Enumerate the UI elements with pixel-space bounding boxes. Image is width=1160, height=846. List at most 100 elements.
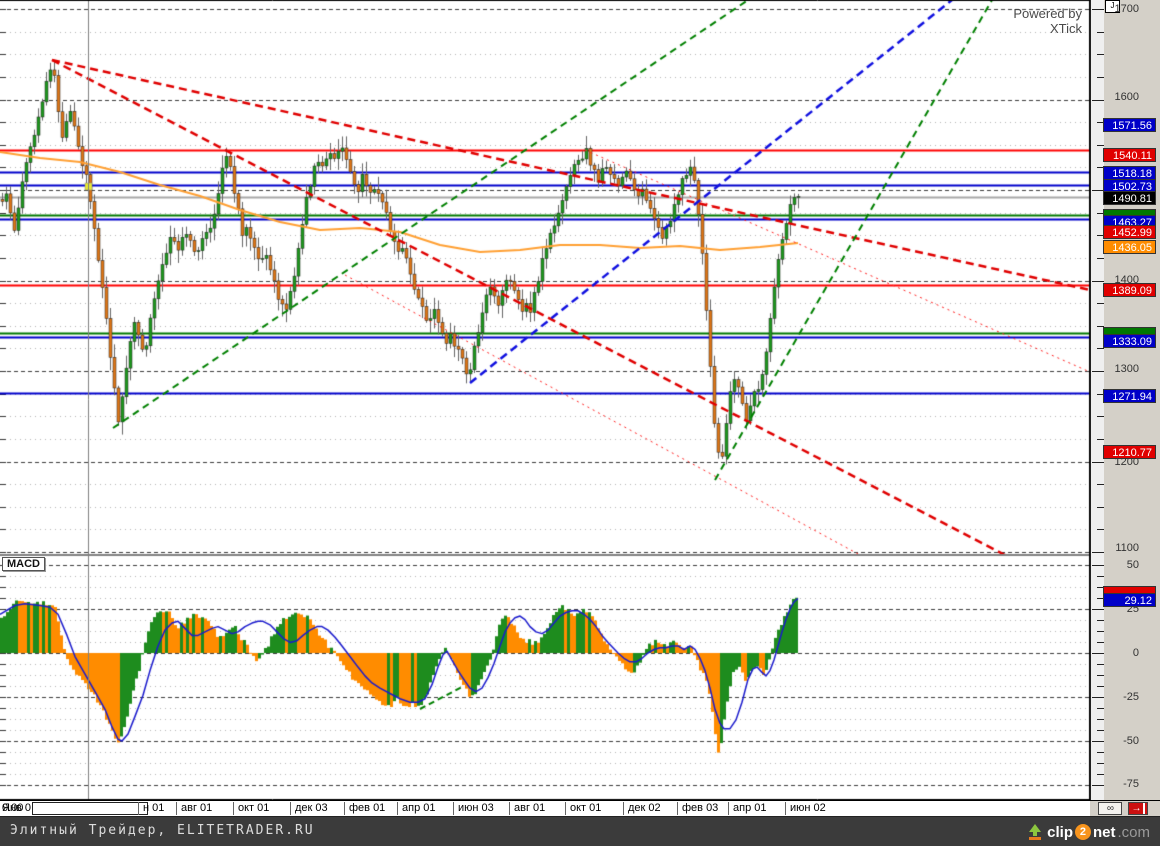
axis-tick-mark	[1097, 54, 1104, 55]
axis-tick-label: 1700	[1114, 3, 1139, 15]
logo-two-icon: 2	[1074, 824, 1091, 840]
status-bar: Элитный Трейдер, ELITETRADER.RU clip 2 n…	[0, 816, 1160, 846]
axis-tick-mark	[1097, 145, 1104, 146]
axis-tick-gutter	[1091, 0, 1104, 800]
axis-tick-mark	[1092, 697, 1104, 698]
axis-tick-mark	[1097, 675, 1104, 676]
axis-tick-mark	[1092, 9, 1104, 10]
axis-tick-mark	[1097, 394, 1104, 395]
axis-tick-label: 1200	[1114, 456, 1139, 468]
price-badge: 1571.56	[1103, 118, 1156, 132]
axis-tick-mark	[1097, 326, 1104, 327]
price-badge: 29.12	[1103, 593, 1156, 607]
time-axis-label: фев 03	[677, 802, 718, 815]
axis-tick-label: 0	[1132, 647, 1139, 659]
axis-tick-mark	[1097, 708, 1104, 709]
axis-tick-label: -50	[1123, 735, 1139, 747]
axis-tick-mark	[1097, 507, 1104, 508]
axis-tick-mark	[1097, 576, 1104, 577]
logo-clip: clip	[1047, 823, 1073, 841]
axis-tick-mark	[1092, 100, 1104, 101]
axis-tick-mark	[1092, 741, 1104, 742]
price-badge: 1389.09	[1103, 283, 1156, 297]
axis-corner-button[interactable]: J	[1105, 0, 1120, 13]
link-button[interactable]: ∞	[1098, 802, 1122, 815]
price-badge: 1333.09	[1103, 334, 1156, 348]
axis-tick-label: -75	[1123, 778, 1139, 790]
time-axis-label: дек 02	[623, 802, 661, 815]
watermark-powered-by: Powered by XTick	[1013, 6, 1082, 36]
axis-tick-label: 1600	[1114, 91, 1139, 103]
axis-tick-mark	[1092, 653, 1104, 654]
time-axis-label: авг 01	[509, 802, 545, 815]
scroll-to-end-button[interactable]: →	[1128, 802, 1148, 815]
time-axis-label: апр 01	[728, 802, 766, 815]
axis-tick-mark	[1097, 122, 1104, 123]
time-axis-label: апр 01	[397, 802, 435, 815]
price-badge: 1452.99	[1103, 225, 1156, 239]
axis-tick-mark	[1092, 565, 1104, 566]
axis-tick-mark	[1097, 235, 1104, 236]
time-axis[interactable]: Янв 0 0.00 н 01 авг 01 окт 01 дек 03 фев 01 а…	[0, 800, 1160, 817]
time-axis-first-label: Янв 0	[2, 802, 32, 814]
axis-tick-mark	[1097, 763, 1104, 764]
upload-arrow-icon	[1028, 824, 1042, 840]
time-axis-overlap-value: 0.00	[2, 802, 24, 814]
axis-tick-mark	[1097, 587, 1104, 588]
axis-tick-mark	[1092, 785, 1104, 786]
axis-tick-mark	[1097, 620, 1104, 621]
axis-tick-mark	[1097, 439, 1104, 440]
axis-tick-mark	[1092, 190, 1104, 191]
price-axis-panel[interactable]: J 1700 1600 1400 1300 1200 1100 50 25 0 -25 -50 -75…	[1090, 0, 1160, 800]
axis-tick-mark	[1097, 167, 1104, 168]
axis-tick-mark	[1097, 631, 1104, 632]
axis-tick-mark	[1097, 686, 1104, 687]
clip2net-logo[interactable]: clip 2 net .com	[1028, 821, 1150, 843]
axis-tick-mark	[1097, 529, 1104, 530]
axis-tick-mark	[1092, 609, 1104, 610]
link-icon: ∞	[1106, 803, 1114, 814]
axis-tick-mark	[1092, 552, 1104, 553]
axis-tick-mark	[1097, 484, 1104, 485]
time-axis-label: н 01	[138, 802, 164, 815]
scroll-to-end-icon: →	[1131, 803, 1145, 814]
axis-tick-label: 1100	[1115, 542, 1139, 554]
axis-tick-mark	[1097, 752, 1104, 753]
price-badge: 1271.94	[1103, 389, 1156, 403]
price-badge: 1436.05	[1103, 240, 1156, 254]
time-axis-label: июн 03	[453, 802, 494, 815]
time-axis-label: дек 03	[290, 802, 328, 815]
chart-canvas[interactable]	[0, 0, 1090, 800]
axis-tick-label: 1300	[1114, 363, 1139, 375]
axis-tick-mark	[1097, 774, 1104, 775]
axis-tick-mark	[1097, 213, 1104, 214]
axis-tick-mark	[1097, 348, 1104, 349]
axis-tick-mark	[1092, 281, 1104, 282]
axis-tick-mark	[1097, 642, 1104, 643]
price-badge: 1210.77	[1103, 445, 1156, 459]
axis-tick-mark	[1097, 416, 1104, 417]
axis-tick-mark	[1097, 598, 1104, 599]
price-badge: 1518.18	[1103, 166, 1156, 180]
time-axis-input[interactable]	[32, 802, 148, 815]
axis-tick-mark	[1097, 258, 1104, 259]
axis-tick-label: -25	[1123, 691, 1139, 703]
axis-tick-mark	[1097, 664, 1104, 665]
axis-tick-mark	[1097, 730, 1104, 731]
time-axis-corner: ∞ →	[1090, 801, 1160, 817]
price-badge: 1490.81	[1103, 191, 1156, 205]
axis-tick-mark	[1097, 77, 1104, 78]
axis-tick-mark	[1097, 719, 1104, 720]
axis-tick-label: 50	[1126, 559, 1139, 571]
axis-tick-mark	[1097, 32, 1104, 33]
time-axis-label: окт 01	[233, 802, 269, 815]
axis-tick-mark	[1097, 303, 1104, 304]
status-text: Элитный Трейдер, ELITETRADER.RU	[10, 823, 315, 838]
price-badge: 1540.11	[1103, 148, 1156, 162]
time-axis-label: июн 02	[785, 802, 826, 815]
logo-dotcom: .com	[1117, 823, 1150, 841]
logo-net: net	[1092, 823, 1116, 841]
time-axis-label: фев 01	[344, 802, 385, 815]
axis-tick-mark	[1092, 371, 1104, 372]
